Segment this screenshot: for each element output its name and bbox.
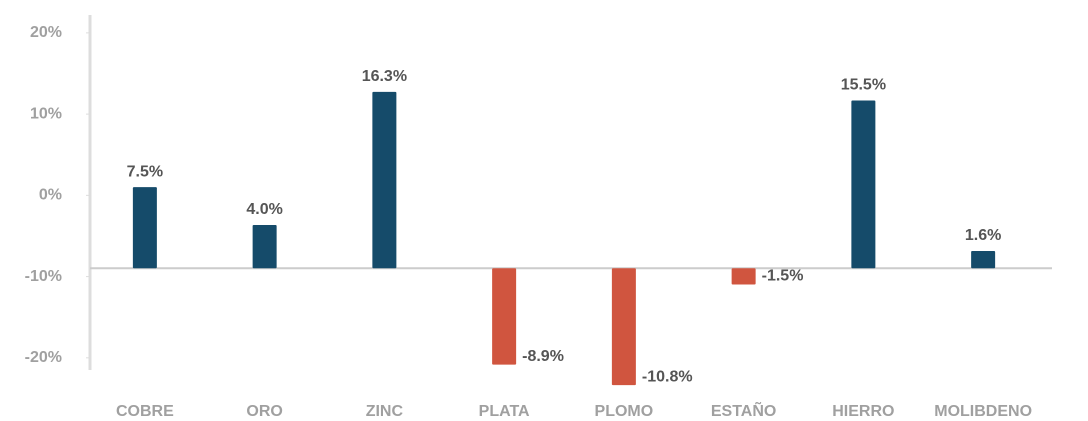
y-tick-label: 10% — [30, 105, 62, 122]
value-label: 1.6% — [965, 227, 1001, 244]
x-tick-label: COBRE — [116, 403, 174, 420]
value-label: 15.5% — [841, 77, 886, 94]
bar — [851, 100, 876, 269]
bar — [252, 224, 277, 269]
value-label: -1.5% — [762, 268, 804, 285]
value-label: -10.8% — [642, 368, 693, 385]
bar — [492, 268, 517, 365]
x-tick-label: ORO — [246, 403, 282, 420]
bar — [971, 250, 996, 269]
bar — [731, 268, 756, 285]
y-tick-label: -10% — [25, 268, 62, 285]
y-tick-label: -20% — [25, 349, 62, 366]
x-tick-label: ESTAÑO — [711, 400, 776, 420]
value-label: 4.0% — [246, 201, 282, 218]
bar — [132, 187, 157, 269]
bar — [611, 268, 636, 386]
x-tick-label: ZINC — [366, 403, 404, 420]
y-tick-label: 0% — [39, 187, 62, 204]
value-label: 16.3% — [362, 68, 407, 85]
value-label: -8.9% — [522, 348, 564, 365]
value-label: 7.5% — [127, 163, 163, 180]
x-tick-label: PLATA — [479, 403, 530, 420]
x-tick-label: PLOMO — [595, 403, 654, 420]
x-tick-label: HIERRO — [832, 403, 894, 420]
bar — [372, 91, 397, 269]
x-tick-label: MOLIBDENO — [934, 403, 1032, 420]
y-tick-label: 20% — [30, 24, 62, 41]
